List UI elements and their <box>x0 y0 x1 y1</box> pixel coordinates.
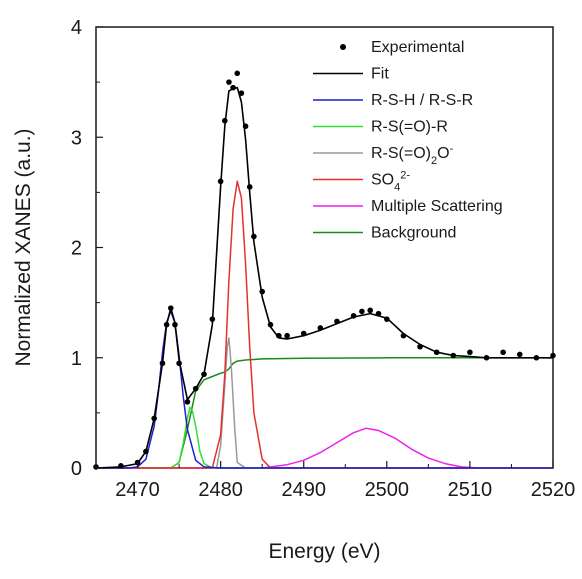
series-line-multiple-scattering <box>96 427 553 469</box>
data-point-experimental <box>400 332 407 339</box>
data-point-experimental <box>246 184 253 190</box>
data-point-experimental <box>176 360 182 367</box>
plot-frame <box>95 26 554 469</box>
data-point-experimental <box>151 415 157 422</box>
data-point-experimental <box>221 117 228 124</box>
series-line-background <box>96 357 553 469</box>
legend-item-7: Multiple Scattering <box>313 198 503 215</box>
series-line-so42 <box>96 180 553 469</box>
legend-item-8: Background <box>313 225 456 242</box>
legend-label: R-S(=O)2O- <box>371 143 454 167</box>
data-point-experimental <box>163 321 170 328</box>
data-point-experimental <box>433 349 440 356</box>
data-point-experimental <box>242 123 249 130</box>
legend-item-4: R-S(=O)-R <box>313 119 448 136</box>
x-tick-label: 2490 <box>281 479 326 501</box>
data-point-experimental <box>201 371 207 378</box>
data-point-experimental <box>267 321 274 328</box>
y-tick-label: 2 <box>71 238 82 260</box>
y-tick-label: 0 <box>71 458 82 480</box>
data-point-experimental <box>367 307 374 314</box>
data-point-experimental <box>143 448 149 455</box>
data-point-experimental <box>550 352 556 359</box>
x-tick-label: 2480 <box>198 479 243 501</box>
data-point-experimental <box>350 313 357 319</box>
data-point-experimental <box>300 330 307 337</box>
data-point-experimental <box>375 310 382 317</box>
data-point-experimental <box>192 385 199 392</box>
x-tick-label: 2510 <box>448 479 493 501</box>
data-point-experimental <box>450 352 457 359</box>
data-point-experimental <box>238 90 245 96</box>
legend-label: Experimental <box>371 39 464 56</box>
data-point-experimental <box>500 349 506 356</box>
tick-layer: 2470 2480 2490 2500 2510 2520 0 1 2 3 4 <box>71 17 575 501</box>
legend-item-3: R-S-H / R-S-R <box>313 92 473 109</box>
data-point-experimental <box>467 349 473 356</box>
legend: Experimental Fit R-S-H / R-S-R R-S(=O)-R R-S… <box>313 39 503 242</box>
series-layer <box>93 70 556 470</box>
y-axis-title: Normalized XANES (a.u.) <box>12 128 35 366</box>
data-point-experimental <box>230 84 236 91</box>
data-point-experimental <box>167 305 174 311</box>
y-tick-label: 1 <box>71 348 82 370</box>
legend-label: Multiple Scattering <box>371 198 503 215</box>
x-tick-label: 2520 <box>531 479 576 501</box>
data-point-experimental <box>159 360 166 367</box>
legend-item-2: Fit <box>313 66 389 83</box>
legend-marker-dot <box>340 44 346 50</box>
data-point-experimental <box>184 399 191 405</box>
data-point-experimental <box>516 351 523 358</box>
data-point-experimental <box>226 79 232 85</box>
series-line-r-s-o-2o <box>96 337 553 469</box>
data-point-experimental <box>284 332 290 339</box>
series-line-fit <box>95 86 553 469</box>
legend-item-6: SO42- <box>313 170 410 194</box>
data-point-experimental <box>334 318 340 325</box>
legend-label: SO42- <box>371 170 410 194</box>
y-tick-label: 4 <box>71 17 82 39</box>
x-axis-title: Energy (eV) <box>268 540 380 563</box>
legend-item-1: Experimental <box>340 39 464 56</box>
data-point-experimental <box>359 308 365 315</box>
legend-label: R-S(=O)-R <box>371 119 448 136</box>
data-point-experimental <box>118 462 124 469</box>
data-point-experimental <box>384 316 390 322</box>
legend-label: Background <box>371 225 456 242</box>
data-point-experimental <box>417 343 423 350</box>
data-point-experimental <box>234 70 241 77</box>
data-point-experimental <box>209 316 216 322</box>
series-experimental <box>93 70 556 470</box>
series-line-r-s-o-r <box>96 406 553 469</box>
data-point-experimental <box>533 354 540 361</box>
data-point-experimental <box>317 325 324 331</box>
data-point-experimental <box>276 332 282 339</box>
data-point-experimental <box>172 321 178 328</box>
x-tick-label: 2500 <box>365 479 410 501</box>
x-tick-label: 2470 <box>115 479 160 501</box>
data-point-experimental <box>251 233 257 240</box>
legend-label: R-S-H / R-S-R <box>371 92 473 109</box>
data-point-experimental <box>483 354 490 361</box>
data-point-experimental <box>217 178 224 185</box>
series-line-r-s-h-r-s-r <box>96 310 553 469</box>
legend-label: Fit <box>371 66 389 83</box>
y-tick-label: 3 <box>71 127 82 149</box>
data-point-experimental <box>259 288 265 295</box>
legend-item-5: R-S(=O)2O- <box>313 143 454 167</box>
